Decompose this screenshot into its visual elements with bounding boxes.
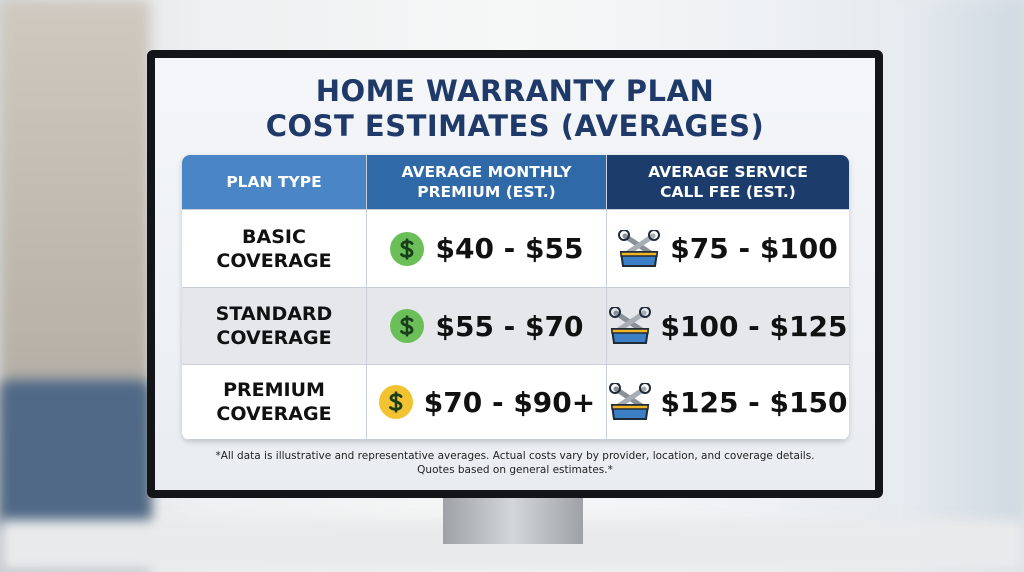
premium-text: $70 - $90+: [423, 385, 596, 419]
dollar-icon: [378, 385, 413, 419]
plan-cell: STANDARD COVERAGE: [182, 288, 367, 365]
premium-cell: $70 - $90+: [367, 365, 607, 440]
fee-cell: $125 - $150: [607, 365, 849, 440]
plan-text: COVERAGE: [216, 403, 332, 425]
header-cell: AVERAGE MONTHLY PREMIUM (EST.): [367, 155, 607, 210]
fee-text: $125 - $150: [660, 385, 848, 419]
plan-cell: BASIC COVERAGE: [182, 210, 367, 288]
premium-cell: $55 - $70: [367, 288, 607, 365]
header-text: CALL FEE (EST.): [660, 183, 796, 201]
screen: HOME WARRANTY PLAN COST ESTIMATES (AVERA…: [155, 58, 875, 490]
premium-cell: $40 - $55: [367, 210, 607, 288]
plan-text: STANDARD: [215, 303, 333, 325]
header-text: PREMIUM (EST.): [417, 183, 556, 201]
plan-text: BASIC: [242, 225, 306, 248]
dollar-icon: [390, 309, 425, 343]
plan-text: PREMIUM: [223, 379, 325, 401]
dollar-icon: [390, 231, 425, 266]
plan-cell: PREMIUM COVERAGE: [182, 365, 367, 440]
fee-text: $100 - $125: [660, 309, 848, 343]
background-sofa: [0, 380, 150, 530]
fee-cell: $100 - $125: [607, 288, 849, 365]
premium-text: $40 - $55: [435, 232, 584, 265]
title: HOME WARRANTY PLAN: [315, 74, 715, 108]
fee-cell: $75 - $100: [607, 210, 849, 288]
header-text: PLAN TYPE: [226, 173, 322, 191]
premium-text: $55 - $70: [435, 309, 584, 343]
toolbox-icon: [608, 307, 651, 344]
plan-text: COVERAGE: [216, 327, 332, 349]
header-text: AVERAGE MONTHLY: [401, 163, 572, 181]
monitor: HOME WARRANTY PLAN COST ESTIMATES (AVERA…: [147, 50, 883, 498]
toolbox-icon: [608, 383, 651, 420]
footnote: *All data is illustrative and representa…: [215, 450, 815, 462]
monitor-stand: [443, 496, 583, 544]
footnote: Quotes based on general estimates.*: [417, 464, 613, 476]
header-cell: AVERAGE SERVICE CALL FEE (EST.): [607, 155, 849, 210]
header-text: AVERAGE SERVICE: [648, 163, 808, 181]
plan-text: COVERAGE: [216, 249, 332, 272]
background-window: [890, 0, 1024, 572]
fee-text: $75 - $100: [670, 232, 838, 265]
toolbox-icon: [618, 229, 661, 267]
header-cell: PLAN TYPE: [182, 155, 367, 210]
title: COST ESTIMATES (AVERAGES): [265, 109, 765, 143]
table: PLAN TYPE AVERAGE MONTHLY PREMIUM (EST.) AV…: [182, 155, 849, 440]
